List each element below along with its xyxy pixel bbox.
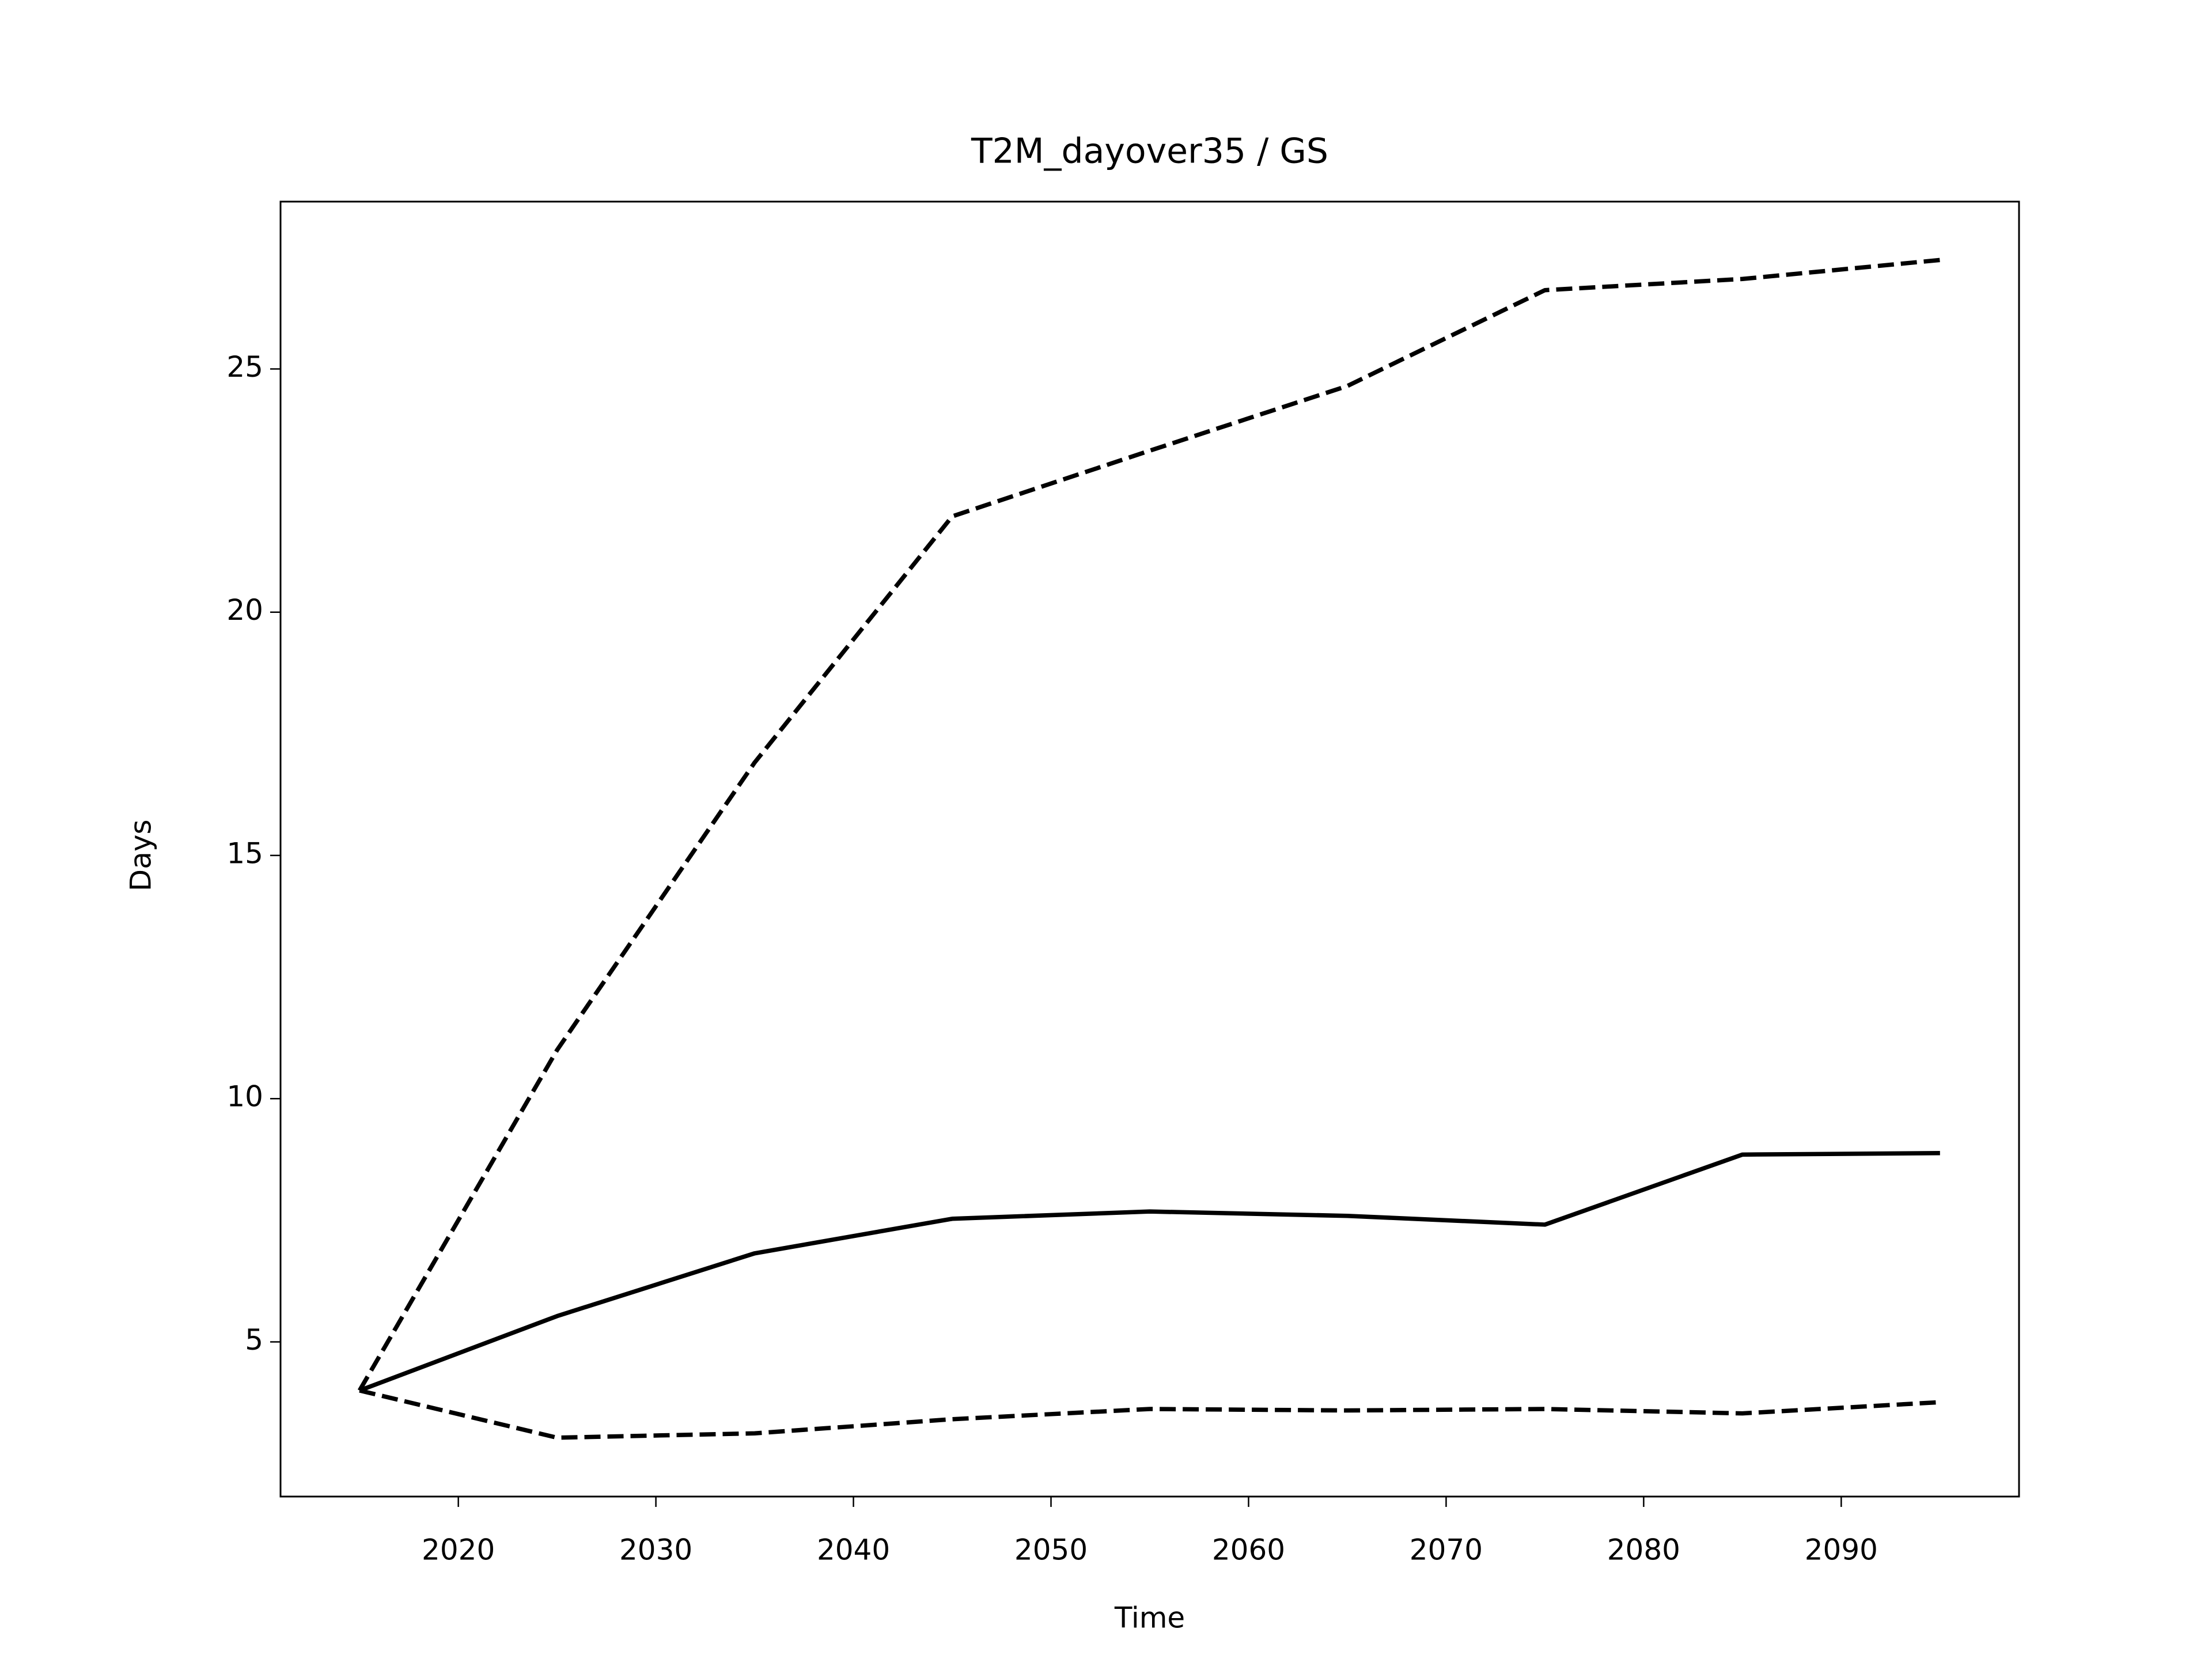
x-tick-label: 2020 xyxy=(422,1533,495,1567)
y-tick-label: 10 xyxy=(226,1080,263,1113)
x-tick-label: 2080 xyxy=(1607,1533,1680,1567)
x-tick-label: 2090 xyxy=(1805,1533,1878,1567)
x-tick-label: 2040 xyxy=(817,1533,890,1567)
y-tick-label: 20 xyxy=(226,593,263,627)
series-line xyxy=(359,1388,1941,1440)
series-line xyxy=(357,257,1941,1392)
y-tick-label: 5 xyxy=(245,1323,263,1357)
chart-title: T2M_dayover35 / GS xyxy=(971,131,1328,172)
x-tick-label: 2050 xyxy=(1014,1533,1088,1567)
y-tick-label: 25 xyxy=(226,350,263,384)
y-axis-label: Days xyxy=(124,820,158,892)
x-tick-label: 2030 xyxy=(619,1533,692,1567)
x-tick-label: 2070 xyxy=(1410,1533,1483,1567)
x-axis-label: Time xyxy=(1114,1601,1185,1635)
series-line xyxy=(358,1151,1940,1393)
plot-frame xyxy=(279,200,2020,1498)
x-tick-label: 2060 xyxy=(1212,1533,1285,1567)
y-tick-label: 15 xyxy=(226,836,263,870)
